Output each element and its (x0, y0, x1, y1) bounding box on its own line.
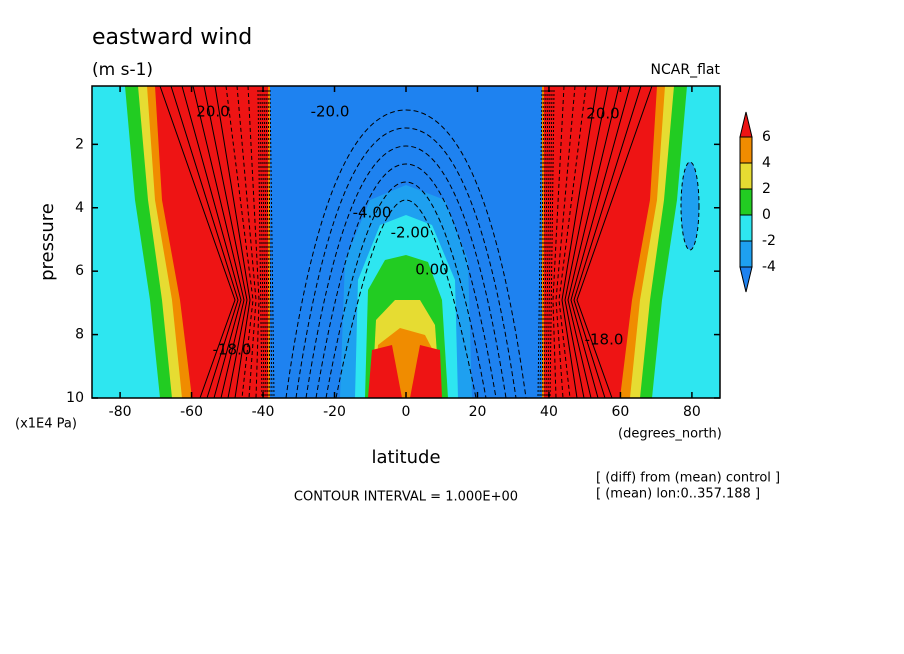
contour-line (570, 86, 631, 398)
y-tick-label: 2 (75, 136, 84, 152)
contour-label: -20.0 (311, 103, 350, 121)
contour-line (325, 181, 487, 398)
contour-line (543, 89, 549, 398)
contour-line (269, 89, 275, 398)
colorbar-label: 0 (762, 207, 771, 223)
contour-line (159, 86, 236, 398)
colorbar-box (739, 240, 753, 268)
contour-label: -18.0 (213, 341, 252, 359)
contour-line (564, 86, 609, 398)
chart-subtitle: (m s-1) (92, 60, 153, 80)
contour-line (259, 89, 265, 398)
fill-region (410, 345, 442, 398)
contour-line (558, 86, 587, 398)
x-tick-label: 60 (612, 404, 630, 420)
colorbar-box (739, 162, 753, 190)
contour-field (92, 86, 720, 398)
contour-line (247, 86, 260, 398)
contour-line (549, 89, 555, 398)
fill-region (368, 345, 402, 398)
x-tick-label: 20 (469, 404, 487, 420)
note: [ (mean) lon:0..357.188 ] (596, 487, 760, 502)
contour-line (203, 86, 248, 398)
note: [ (diff) from (mean) control ] (596, 471, 780, 486)
fill-region (680, 161, 700, 251)
contour-label: -18.0 (585, 331, 624, 349)
contour-line (545, 89, 551, 398)
contour-line (257, 89, 263, 398)
contour-line (552, 86, 565, 398)
x-tick-label: -60 (180, 404, 203, 420)
colorbar-label: 2 (762, 181, 771, 197)
x-axis-title: latitude (371, 447, 440, 468)
contour-line (539, 89, 545, 398)
contour-line (263, 89, 269, 398)
contour-line (225, 86, 254, 398)
contour-line (261, 89, 267, 398)
colorbar-end (739, 111, 753, 138)
x-tick-label: -80 (109, 404, 132, 420)
contour-label: -2.00 (391, 224, 430, 242)
y-tick-label: 8 (75, 327, 84, 343)
x-tick-label: 40 (540, 404, 558, 420)
contour-line (265, 89, 271, 398)
y-axis-title: pressure (37, 203, 58, 281)
x-unit: (degrees_north) (618, 427, 722, 442)
x-tick-label: -40 (252, 404, 275, 420)
contour-line (576, 86, 653, 398)
colorbar-box (739, 188, 753, 216)
y-tick-label: 4 (75, 200, 84, 216)
contour-line (236, 86, 257, 398)
contour-line (267, 89, 273, 398)
contour-line (567, 86, 620, 398)
colorbar-label: -2 (762, 233, 776, 249)
contour-line (214, 86, 251, 398)
contour-line (547, 89, 553, 398)
x-tick-label: 80 (683, 404, 701, 420)
colorbar-label: -4 (762, 259, 776, 275)
x-tick-label: 0 (402, 404, 411, 420)
contour-line (573, 86, 642, 398)
contour-label: 20.0 (196, 103, 229, 121)
y-unit: (x1E4 Pa) (15, 417, 77, 432)
contour-lines (159, 86, 653, 398)
contour-line (192, 86, 245, 398)
contour-line (181, 86, 242, 398)
colorbar-label: 4 (762, 155, 771, 171)
contour-label: 20.0 (586, 105, 619, 123)
contour-line (555, 86, 576, 398)
contour-interval: CONTOUR INTERVAL = 1.000E+00 (294, 490, 518, 505)
contour-line (285, 109, 527, 398)
colorbar-label: 6 (762, 129, 771, 145)
contour-line (170, 86, 239, 398)
y-tick-label: 6 (75, 263, 84, 279)
contour-line (295, 127, 517, 398)
contour-line (315, 163, 497, 398)
fill-side (125, 86, 280, 398)
colorbar-box (739, 214, 753, 242)
colorbar-end (739, 266, 753, 293)
contour-label: -4.00 (353, 204, 392, 222)
model-label: NCAR_flat (651, 62, 721, 78)
chart-title: eastward wind (92, 25, 252, 50)
colorbar-box (739, 136, 753, 164)
contour-line (305, 145, 507, 398)
y-tick-label: 10 (66, 390, 84, 406)
contour-label: 0.00 (415, 261, 448, 279)
x-tick-label: -20 (323, 404, 346, 420)
contour-line (541, 89, 547, 398)
contour-line (537, 89, 543, 398)
contour-line (561, 86, 598, 398)
contour-line (335, 199, 477, 398)
